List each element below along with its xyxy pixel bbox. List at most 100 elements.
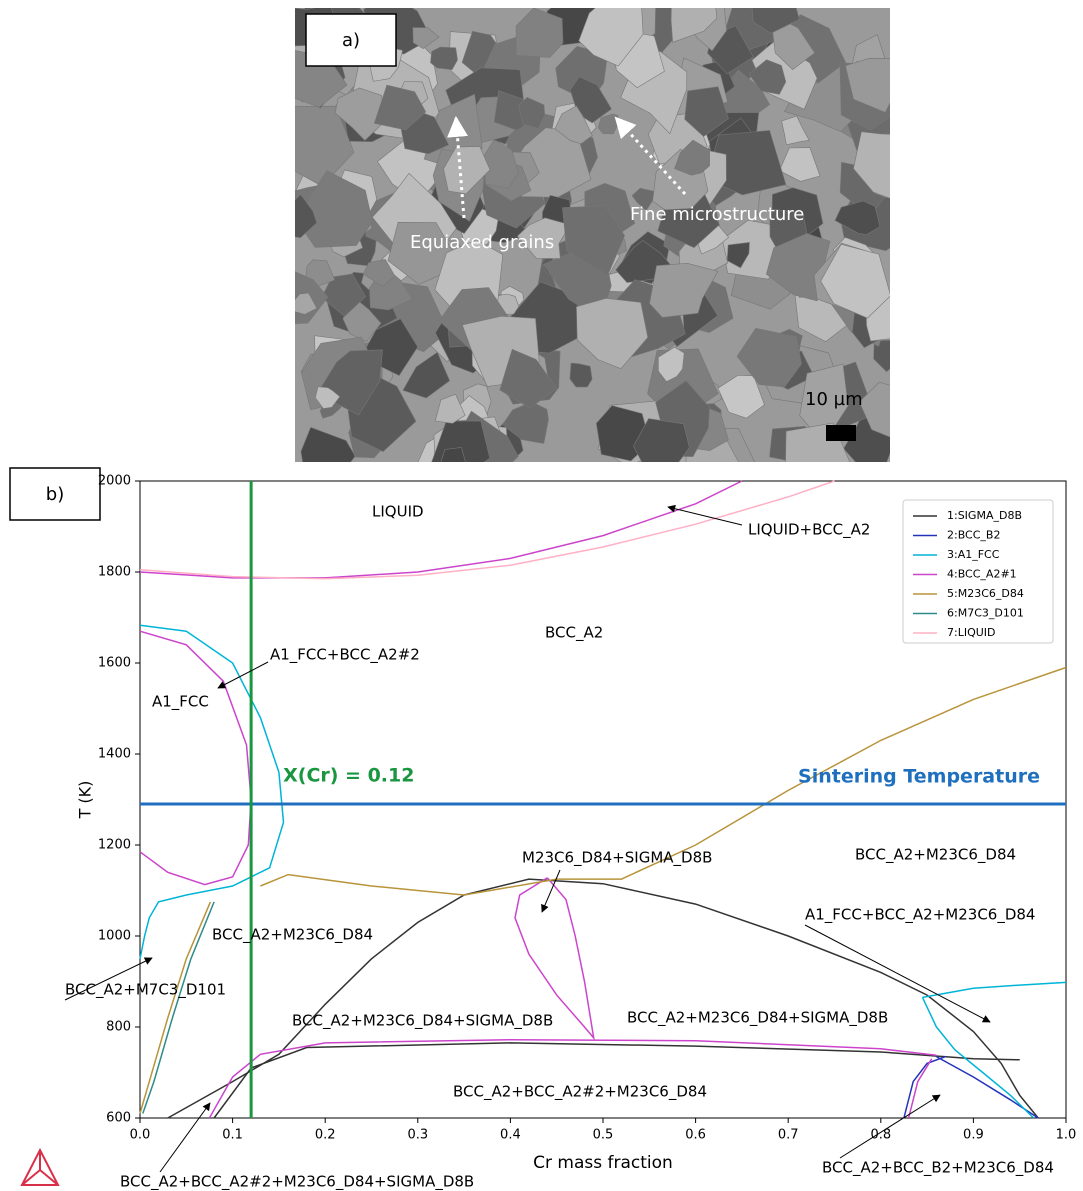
- arrow: [447, 115, 468, 219]
- scale-bar: [826, 425, 856, 441]
- grain: [781, 115, 810, 146]
- grain: [834, 200, 881, 236]
- annotation: BCC_A2+BCC_B2+M23C6_D84: [822, 1159, 1054, 1178]
- grain: [765, 233, 831, 302]
- y-tick-label: 1600: [98, 656, 131, 671]
- reference-label: Sintering Temperature: [798, 766, 1040, 788]
- x-tick-label: 0.6: [685, 1128, 706, 1143]
- grain: [515, 8, 564, 58]
- annotation: BCC_A2+M23C6_D84+SIGMA_D8B: [292, 1012, 553, 1031]
- grain: [820, 243, 890, 319]
- grain: [576, 297, 649, 370]
- x-tick-label: 0.2: [315, 1128, 336, 1143]
- panel-label: b): [46, 484, 64, 505]
- x-tick-label: 0.5: [593, 1128, 614, 1143]
- grain: [649, 262, 719, 318]
- legend-label: 2:BCC_B2: [947, 529, 1000, 542]
- annotation-arrow: [64, 957, 153, 1001]
- annotation: LIQUID: [372, 503, 424, 521]
- phase-boundary: [142, 901, 215, 1114]
- grain: [657, 346, 685, 382]
- annotation: M23C6_D84+SIGMA_D8B: [522, 849, 712, 868]
- grain: [597, 113, 619, 135]
- grain: [562, 205, 625, 276]
- grain: [430, 46, 458, 71]
- grain: [674, 139, 711, 176]
- grain: [684, 86, 729, 137]
- x-axis-label: Cr mass fraction: [533, 1153, 673, 1173]
- grain: [873, 340, 890, 373]
- x-tick-label: 0.4: [500, 1128, 521, 1143]
- panel-label-box: [305, 13, 397, 67]
- grain: [670, 8, 718, 43]
- y-tick-label: 800: [106, 1020, 131, 1035]
- grain: [518, 96, 546, 129]
- y-tick-label: 1200: [98, 838, 131, 853]
- annotation: BCC_A2+BCC_A2#2+M23C6_D84+SIGMA_D8B: [120, 1173, 474, 1191]
- grain: [726, 242, 750, 269]
- scale-bar-label: 10 µm: [805, 389, 863, 410]
- grain: [554, 105, 593, 145]
- annotation: BCC_A2+BCC_A2#2+M23C6_D84: [453, 1083, 707, 1102]
- x-tick-label: 0.1: [222, 1128, 243, 1143]
- reference-label: X(Cr) = 0.12: [283, 765, 414, 787]
- phase-boundary: [139, 666, 1067, 1114]
- grain: [853, 131, 890, 199]
- grain: [499, 348, 558, 409]
- grain: [321, 273, 366, 317]
- phase-boundary: [139, 480, 835, 580]
- grain: [845, 57, 890, 113]
- y-tick-label: 1800: [98, 565, 131, 580]
- phase-boundary: [139, 624, 1067, 1119]
- legend-label: 1:SIGMA_D8B: [947, 509, 1022, 522]
- grain: [779, 147, 821, 182]
- annotation-arrow: [541, 869, 561, 913]
- phase-boundary: [167, 878, 1039, 1119]
- grain: [402, 351, 451, 399]
- annotation-arrow: [217, 661, 269, 689]
- grain: [578, 8, 644, 67]
- y-tick-label: 2000: [98, 474, 131, 489]
- grain: [502, 401, 549, 444]
- grain: [295, 292, 318, 315]
- legend-label: 3:A1_FCC: [947, 548, 1000, 561]
- grain: [373, 84, 427, 131]
- grain: [443, 146, 491, 195]
- x-tick-label: 1.0: [1056, 1128, 1077, 1143]
- phase-boundary: [903, 1055, 1039, 1119]
- annotation: BCC_A2+M23C6_D84: [212, 926, 373, 945]
- annotation-arrow: [804, 924, 991, 1023]
- y-tick-label: 1400: [98, 747, 131, 762]
- annotation: A1_FCC+BCC_A2#2: [270, 646, 420, 665]
- grain: [300, 426, 356, 462]
- grain: [736, 327, 802, 388]
- grain: [363, 259, 396, 287]
- annotation: BCC_A2+M23C6_D84: [855, 846, 1016, 865]
- annotation-arrow: [667, 504, 743, 526]
- y-tick-label: 1000: [98, 929, 131, 944]
- panel-label: a): [342, 30, 360, 51]
- legend-box: [902, 499, 1054, 644]
- x-tick-label: 0.7: [778, 1128, 799, 1143]
- annotation: A1_FCC: [152, 693, 209, 712]
- micrograph: [295, 8, 890, 462]
- arrow: [614, 116, 687, 196]
- grain: [295, 194, 318, 239]
- legend-label: 5:M23C6_D84: [947, 587, 1024, 600]
- y-tick-label: 600: [106, 1111, 131, 1126]
- annotation: A1_FCC+BCC_A2+M23C6_D84: [805, 906, 1035, 925]
- grain: [412, 27, 440, 50]
- annotation-arrow: [159, 1102, 211, 1173]
- annotation: Fine microstructure: [630, 204, 804, 225]
- x-tick-label: 0.9: [963, 1128, 984, 1143]
- grain: [751, 8, 800, 34]
- grain: [434, 393, 466, 424]
- grain: [569, 362, 593, 388]
- grain: [440, 447, 466, 462]
- grain: [748, 59, 787, 95]
- x-tick-label: 0.3: [407, 1128, 428, 1143]
- annotation: BCC_A2+M23C6_D84+SIGMA_D8B: [627, 1009, 888, 1028]
- annotation: BCC_A2+M7C3_D101: [65, 981, 226, 1000]
- x-tick-label: 0.0: [130, 1128, 151, 1143]
